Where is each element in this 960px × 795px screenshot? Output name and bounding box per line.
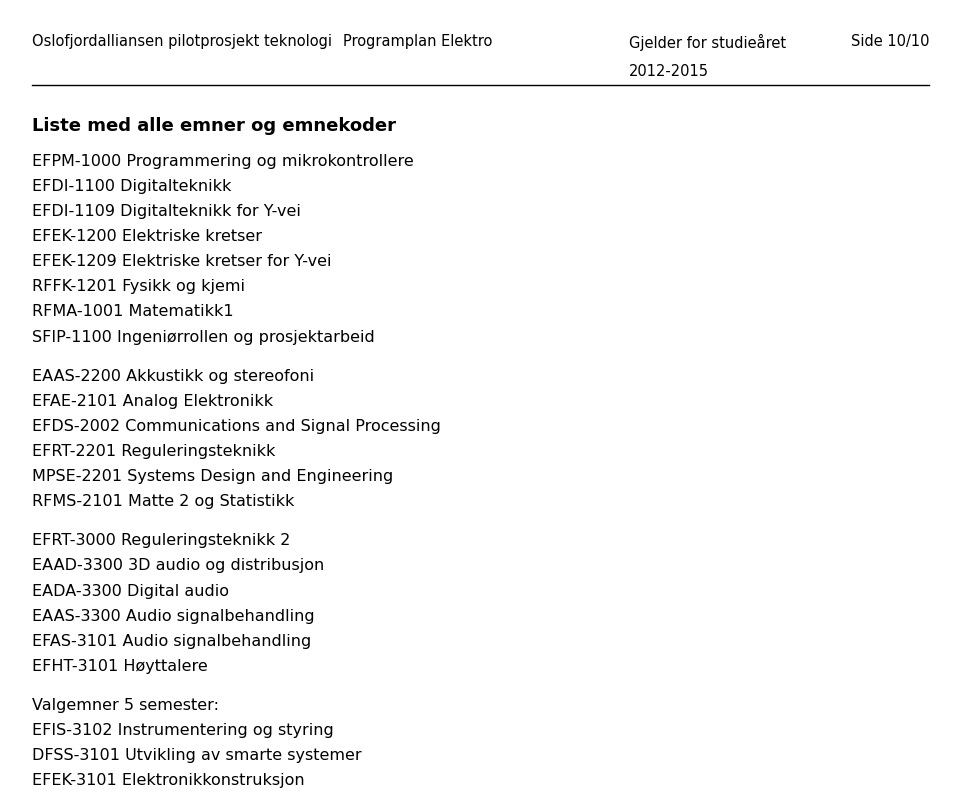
Text: EAAS-2200 Akkustikk og stereofoni: EAAS-2200 Akkustikk og stereofoni — [32, 369, 314, 384]
Text: 2012-2015: 2012-2015 — [629, 64, 708, 80]
Text: DFSS-3101 Utvikling av smarte systemer: DFSS-3101 Utvikling av smarte systemer — [32, 748, 361, 763]
Text: EFEK-3101 Elektronikkonstruksjon: EFEK-3101 Elektronikkonstruksjon — [32, 773, 304, 788]
Text: EFAE-2101 Analog Elektronikk: EFAE-2101 Analog Elektronikk — [32, 394, 273, 409]
Text: EFRT-2201 Reguleringsteknikk: EFRT-2201 Reguleringsteknikk — [32, 444, 276, 459]
Text: Oslofjordalliansen pilotprosjekt teknologi: Oslofjordalliansen pilotprosjekt teknolo… — [32, 34, 332, 49]
Text: MPSE-2201 Systems Design and Engineering: MPSE-2201 Systems Design and Engineering — [32, 469, 393, 484]
Text: Liste med alle emner og emnekoder: Liste med alle emner og emnekoder — [32, 117, 396, 135]
Text: RFMA-1001 Matematikk1: RFMA-1001 Matematikk1 — [32, 304, 233, 320]
Text: RFFK-1201 Fysikk og kjemi: RFFK-1201 Fysikk og kjemi — [32, 280, 245, 294]
Text: EFDI-1100 Digitalteknikk: EFDI-1100 Digitalteknikk — [32, 180, 231, 194]
Text: SFIP-1100 Ingeniørrollen og prosjektarbeid: SFIP-1100 Ingeniørrollen og prosjektarbe… — [32, 329, 374, 344]
Text: EFHT-3101 Høyttalere: EFHT-3101 Høyttalere — [32, 658, 207, 673]
Text: EFAS-3101 Audio signalbehandling: EFAS-3101 Audio signalbehandling — [32, 634, 311, 649]
Text: EFIS-3102 Instrumentering og styring: EFIS-3102 Instrumentering og styring — [32, 723, 333, 738]
Text: EFEK-1200 Elektriske kretser: EFEK-1200 Elektriske kretser — [32, 229, 262, 244]
Text: EFRT-3000 Reguleringsteknikk 2: EFRT-3000 Reguleringsteknikk 2 — [32, 533, 290, 549]
Text: Gjelder for studieåret: Gjelder for studieåret — [629, 34, 786, 51]
Text: EFDS-2002 Communications and Signal Processing: EFDS-2002 Communications and Signal Proc… — [32, 419, 441, 434]
Text: Programplan Elektro: Programplan Elektro — [343, 34, 492, 49]
Text: EAAS-3300 Audio signalbehandling: EAAS-3300 Audio signalbehandling — [32, 608, 314, 623]
Text: Side 10/10: Side 10/10 — [851, 34, 929, 49]
Text: EFPM-1000 Programmering og mikrokontrollere: EFPM-1000 Programmering og mikrokontroll… — [32, 154, 414, 169]
Text: Valgemner 5 semester:: Valgemner 5 semester: — [32, 698, 219, 713]
Text: RFMS-2101 Matte 2 og Statistikk: RFMS-2101 Matte 2 og Statistikk — [32, 494, 294, 509]
Text: EADA-3300 Digital audio: EADA-3300 Digital audio — [32, 584, 228, 599]
Text: EAAD-3300 3D audio og distribusjon: EAAD-3300 3D audio og distribusjon — [32, 558, 324, 573]
Text: EFEK-1209 Elektriske kretser for Y-vei: EFEK-1209 Elektriske kretser for Y-vei — [32, 254, 331, 270]
Text: EFDI-1109 Digitalteknikk for Y-vei: EFDI-1109 Digitalteknikk for Y-vei — [32, 204, 300, 219]
